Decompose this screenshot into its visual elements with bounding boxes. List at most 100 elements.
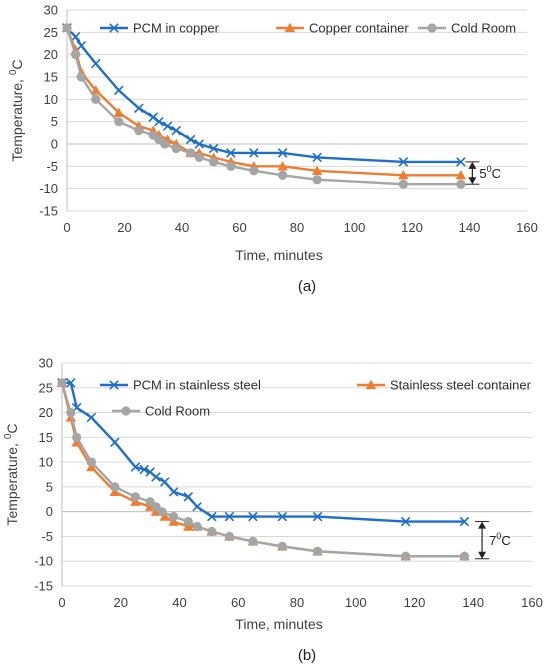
data-point bbox=[207, 511, 217, 522]
y-axis-title: Temperature, 0C bbox=[8, 59, 25, 161]
data-point bbox=[86, 457, 96, 467]
data-point bbox=[401, 551, 411, 561]
data-point bbox=[192, 501, 202, 512]
data-point bbox=[151, 472, 161, 482]
data-point bbox=[459, 551, 470, 561]
data-point bbox=[113, 107, 124, 117]
data-point bbox=[226, 161, 236, 171]
legend-label: Stainless steel container bbox=[390, 378, 532, 393]
data-point bbox=[248, 536, 258, 547]
legend-label: PCM in copper bbox=[133, 21, 220, 36]
data-point bbox=[456, 157, 466, 167]
data-point bbox=[70, 32, 81, 42]
data-point bbox=[183, 492, 194, 502]
legend-label: Copper container bbox=[309, 21, 409, 36]
y-tick-label: -10 bbox=[34, 554, 53, 569]
data-point bbox=[455, 170, 467, 180]
x-tick-label: 80 bbox=[290, 220, 304, 235]
y-tick-label: 10 bbox=[44, 92, 58, 107]
x-tick-label: 120 bbox=[404, 595, 426, 610]
data-point bbox=[194, 152, 204, 162]
figure-caption: (b) bbox=[298, 647, 316, 664]
x-tick-label: 160 bbox=[516, 220, 538, 235]
data-point bbox=[90, 85, 101, 95]
data-point bbox=[157, 507, 167, 517]
data-point bbox=[134, 126, 144, 136]
data-point bbox=[169, 512, 179, 522]
data-point bbox=[312, 546, 323, 556]
data-point bbox=[130, 462, 141, 472]
annotation-arrowhead bbox=[478, 551, 487, 559]
data-point bbox=[171, 125, 182, 136]
data-point bbox=[86, 412, 97, 423]
data-point bbox=[168, 487, 179, 497]
x-tick-label: 60 bbox=[232, 220, 246, 235]
x-axis-title: Time, minutes bbox=[235, 247, 322, 263]
x-tick-label: 20 bbox=[117, 220, 131, 235]
legend-marker bbox=[365, 379, 377, 390]
data-point bbox=[110, 482, 120, 492]
data-point bbox=[209, 157, 219, 167]
annotation-arrowhead bbox=[468, 177, 477, 185]
data-point bbox=[110, 437, 120, 448]
y-tick-label: -15 bbox=[34, 579, 53, 594]
legend-marker bbox=[427, 23, 437, 33]
x-tick-label: 60 bbox=[231, 595, 245, 610]
chart-a: -15 -10 -5 0 5 10 15 20 25 30 0 20 40 60 80 100 120 140 16… bbox=[8, 3, 538, 296]
y-tick-label: 15 bbox=[44, 70, 58, 85]
x-tick-label: 40 bbox=[175, 220, 189, 235]
annotation-label: 70C bbox=[489, 531, 511, 548]
data-point bbox=[66, 407, 76, 418]
data-point bbox=[160, 477, 170, 487]
data-point bbox=[277, 511, 288, 522]
data-point bbox=[249, 148, 259, 158]
x-tick-label: 100 bbox=[344, 220, 366, 235]
y-tick-label: 0 bbox=[46, 504, 53, 519]
data-point bbox=[277, 541, 287, 551]
x-axis-title: Time, minutes bbox=[235, 616, 322, 632]
y-tick-label: 25 bbox=[39, 380, 53, 395]
data-point bbox=[113, 85, 124, 96]
x-tick-label: 0 bbox=[58, 595, 65, 610]
series-line bbox=[62, 381, 465, 523]
y-tick-label: 20 bbox=[44, 47, 58, 62]
data-point bbox=[207, 526, 217, 537]
data-point bbox=[312, 511, 323, 522]
data-point bbox=[226, 148, 236, 158]
y-tick-label: 20 bbox=[39, 405, 53, 420]
data-point bbox=[72, 432, 82, 442]
legend-marker bbox=[284, 22, 296, 33]
y-tick-label: 10 bbox=[39, 455, 53, 470]
data-point bbox=[248, 511, 258, 522]
data-point bbox=[194, 139, 205, 149]
figure-caption: (a) bbox=[298, 278, 316, 295]
data-point bbox=[130, 492, 141, 502]
y-tick-label: -15 bbox=[39, 204, 58, 219]
data-point bbox=[192, 521, 202, 532]
data-point bbox=[398, 179, 408, 189]
y-tick-label: 30 bbox=[39, 356, 53, 371]
x-tick-label: 40 bbox=[172, 595, 186, 610]
data-point bbox=[162, 121, 173, 131]
data-point bbox=[183, 516, 193, 527]
chart-b: -15 -10 -5 0 5 10 15 20 25 30 0 20 40 60 80 100 120 140 16… bbox=[3, 356, 543, 665]
data-point bbox=[160, 139, 170, 149]
data-point bbox=[57, 378, 67, 388]
data-point bbox=[249, 166, 259, 176]
data-point bbox=[159, 511, 171, 521]
x-tick-label: 140 bbox=[459, 220, 481, 235]
series-line bbox=[66, 27, 461, 164]
data-point bbox=[224, 531, 235, 542]
data-point bbox=[208, 143, 219, 154]
annotation-label: 50C bbox=[479, 164, 501, 181]
data-point bbox=[185, 134, 196, 145]
x-tick-label: 0 bbox=[63, 220, 70, 235]
data-point bbox=[186, 148, 196, 158]
data-point bbox=[90, 58, 101, 69]
data-point bbox=[171, 143, 181, 154]
x-tick-label: 100 bbox=[345, 595, 367, 610]
y-tick-label: 25 bbox=[44, 25, 58, 40]
data-point bbox=[398, 170, 409, 180]
x-tick-label: 120 bbox=[401, 220, 423, 235]
y-tick-label: 5 bbox=[51, 114, 58, 129]
